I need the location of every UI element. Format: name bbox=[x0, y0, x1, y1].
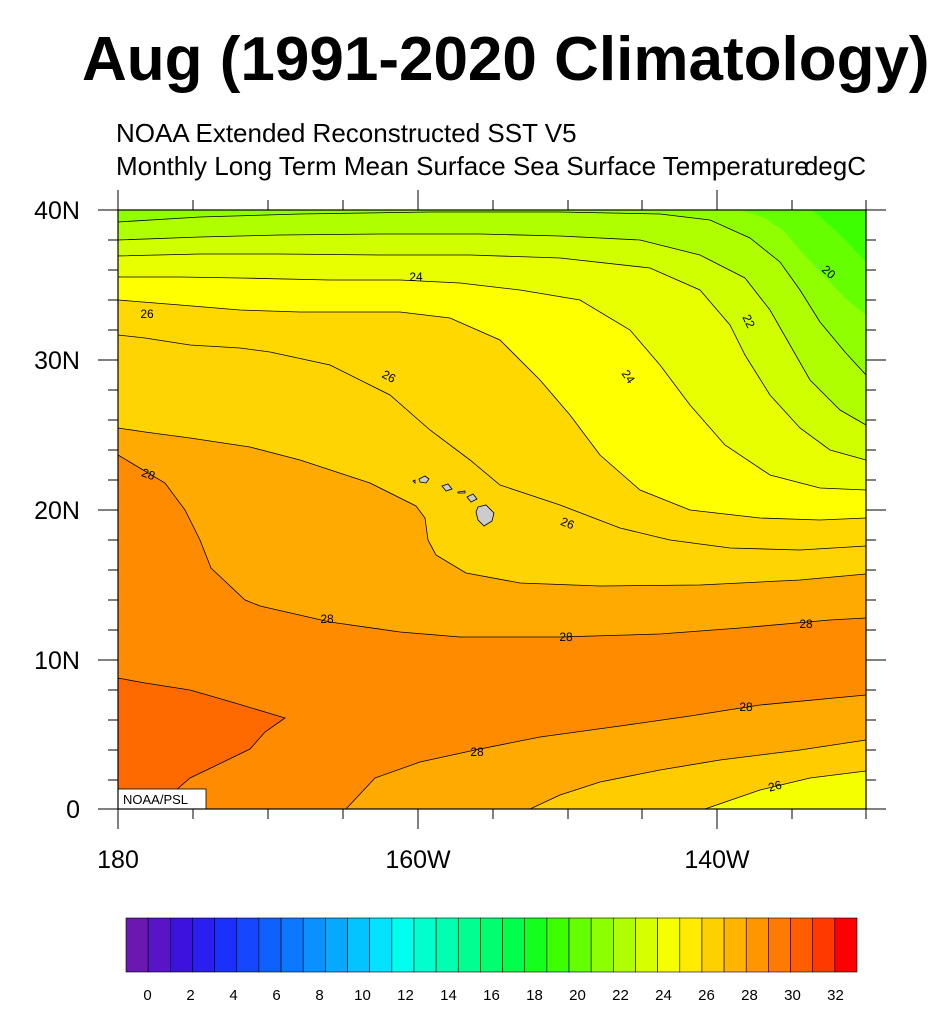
variable-description: Monthly Long Term Mean Surface Sea Surfa… bbox=[116, 151, 809, 181]
band-18 bbox=[812, 210, 866, 262]
contour-label: 26 bbox=[767, 778, 784, 795]
y-tick-label: 20N bbox=[34, 497, 80, 525]
axis-ticks bbox=[98, 190, 886, 829]
x-tick-label: 180 bbox=[97, 846, 139, 874]
colorbar-swatch bbox=[214, 917, 238, 973]
island-niihau bbox=[412, 479, 416, 484]
colorbar-tick-label: 4 bbox=[229, 987, 237, 1004]
band-18-20 bbox=[740, 210, 866, 315]
colorbar-swatch bbox=[546, 917, 570, 973]
contour-label: 28 bbox=[739, 700, 753, 714]
colorbar-swatch bbox=[768, 917, 791, 973]
credit-box bbox=[118, 788, 207, 809]
colorbar bbox=[125, 917, 858, 973]
credit-label: NOAA/PSL bbox=[123, 792, 188, 807]
y-tick-label: 0 bbox=[66, 796, 80, 824]
y-tick-label: 10N bbox=[34, 647, 80, 675]
colorbar-tick-label: 30 bbox=[784, 987, 801, 1004]
contour-label: 26 bbox=[380, 367, 399, 386]
island-kauai bbox=[418, 475, 430, 484]
colorbar-swatch bbox=[568, 917, 592, 973]
colorbar-tick-label: 28 bbox=[741, 987, 758, 1004]
colorbar-swatch bbox=[347, 917, 370, 973]
colorbar-tick-label: 20 bbox=[569, 987, 586, 1004]
contour-label: 26 bbox=[559, 514, 577, 532]
colorbar-swatch bbox=[502, 917, 526, 973]
island-big-island bbox=[475, 504, 495, 527]
colorbar-swatch bbox=[325, 917, 348, 973]
contour-label: 28 bbox=[470, 745, 484, 759]
colorbar-swatch bbox=[834, 917, 858, 973]
island-molokai bbox=[457, 490, 466, 494]
contour-label: 24 bbox=[409, 270, 423, 284]
colorbar-swatch bbox=[457, 917, 481, 973]
x-tick-label: 160W bbox=[385, 846, 451, 874]
figure-title: Aug (1991-2020 Climatology) bbox=[82, 25, 930, 94]
contour-label: 22 bbox=[739, 312, 758, 330]
colorbar-tick-label: 24 bbox=[655, 987, 672, 1004]
band-26-bottom-right bbox=[705, 771, 866, 809]
colorbar-tick-label: 12 bbox=[397, 987, 414, 1004]
contour-labels: 20 22 24 24 26 26 26 26 28 28 28 28 28 2… bbox=[140, 262, 839, 794]
colorbar-swatch bbox=[679, 917, 703, 973]
colorbar-swatch bbox=[413, 917, 437, 973]
colorbar-tick-label: 0 bbox=[143, 987, 151, 1004]
colorbar-swatch bbox=[280, 917, 304, 973]
contour-label: 28 bbox=[559, 630, 573, 644]
colorbar-swatch bbox=[524, 917, 548, 973]
colorbar-swatch bbox=[480, 917, 503, 973]
colorbar-swatch bbox=[790, 917, 813, 973]
y-tick-label: 40N bbox=[34, 197, 80, 225]
colorbar-labels: 0 2 4 6 8 10 12 14 16 18 20 22 24 26 28 30 32 bbox=[143, 987, 844, 1004]
colorbar-tick-label: 10 bbox=[354, 987, 371, 1004]
colorbar-swatch bbox=[723, 917, 747, 973]
contour-label: 28 bbox=[320, 612, 334, 626]
colorbar-tick-label: 26 bbox=[698, 987, 715, 1004]
colorbar-tick-label: 14 bbox=[440, 987, 457, 1004]
colorbar-tick-label: 8 bbox=[315, 987, 323, 1004]
colorbar-swatch bbox=[435, 917, 459, 973]
colorbar-swatch bbox=[590, 917, 614, 973]
colorbar-tick-label: 32 bbox=[827, 987, 844, 1004]
y-tick-label: 30N bbox=[34, 347, 80, 375]
colorbar-swatch bbox=[812, 917, 836, 973]
colorbar-swatch bbox=[192, 917, 215, 973]
band-30-32-core bbox=[118, 678, 285, 809]
colorbar-swatch bbox=[147, 917, 171, 973]
colorbar-swatch bbox=[391, 917, 415, 973]
colorbar-swatch bbox=[258, 917, 282, 973]
colorbar-tick-label: 2 bbox=[186, 987, 194, 1004]
colorbar-swatch bbox=[635, 917, 658, 973]
colorbar-swatch bbox=[302, 917, 326, 973]
colorbar-swatch bbox=[613, 917, 636, 973]
colorbar-swatch bbox=[745, 917, 769, 973]
contour-lines bbox=[118, 211, 866, 809]
colorbar-swatch bbox=[701, 917, 725, 973]
y-axis-labels: 40N 30N 20N 10N 0 bbox=[34, 197, 80, 824]
units-label: degC bbox=[804, 151, 866, 181]
band-22 bbox=[118, 210, 866, 460]
island-oahu bbox=[441, 483, 453, 492]
dataset-name: NOAA Extended Reconstructed SST V5 bbox=[116, 118, 577, 148]
colorbar-tick-label: 6 bbox=[272, 987, 280, 1004]
colorbar-swatch bbox=[236, 917, 260, 973]
contour-label: 26 bbox=[140, 307, 154, 321]
contour-label: 28 bbox=[140, 465, 158, 483]
colorbar-tick-label: 22 bbox=[612, 987, 629, 1004]
x-tick-label: 140W bbox=[684, 846, 750, 874]
contour-label: 28 bbox=[799, 617, 813, 631]
colorbar-swatch bbox=[125, 917, 149, 973]
sst-map: 20 22 24 24 26 26 26 26 28 28 28 28 28 2… bbox=[118, 210, 866, 809]
island-maui bbox=[466, 493, 478, 503]
x-axis-labels: 180 160W 140W bbox=[97, 846, 750, 874]
colorbar-tick-label: 18 bbox=[526, 987, 543, 1004]
hawaiian-islands bbox=[412, 475, 495, 527]
colorbar-swatch bbox=[170, 917, 193, 973]
colorbar-swatch bbox=[657, 917, 681, 973]
colorbar-tick-label: 16 bbox=[483, 987, 500, 1004]
colorbar-swatch bbox=[369, 917, 393, 973]
